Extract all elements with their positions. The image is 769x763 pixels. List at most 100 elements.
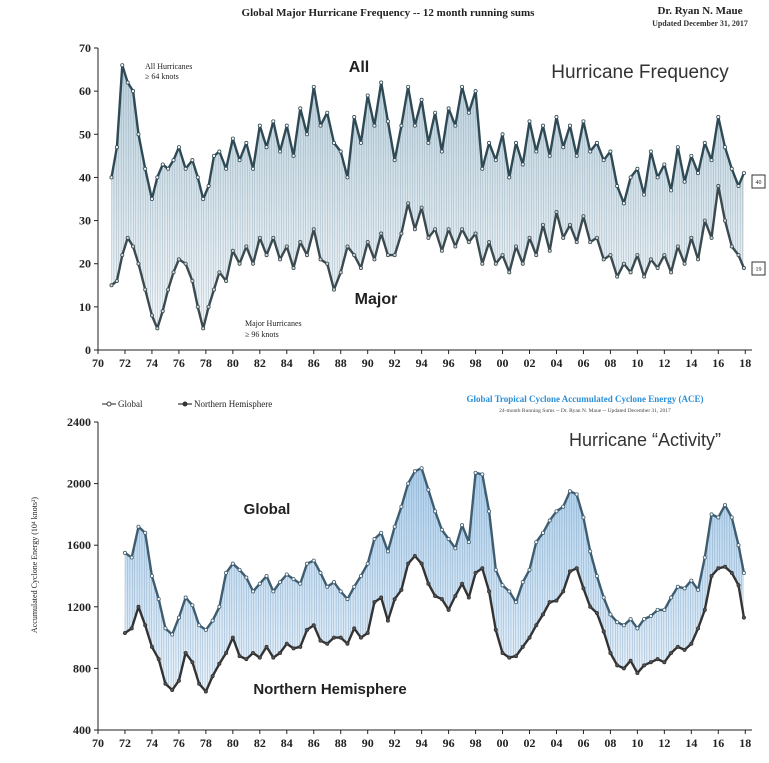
data-point (736, 543, 741, 548)
x-tick-label: 86 (308, 356, 320, 370)
data-point (166, 287, 171, 292)
data-point (594, 235, 599, 240)
data-point (709, 574, 714, 579)
x-tick-label: 92 (389, 356, 401, 370)
data-point (729, 515, 734, 520)
data-point (291, 153, 296, 158)
data-point (689, 153, 694, 158)
legend-global-marker (106, 401, 112, 407)
data-point (729, 244, 734, 249)
data-point (271, 655, 276, 660)
data-point (567, 569, 572, 574)
data-point (588, 240, 593, 245)
x-tick-label: 84 (281, 356, 293, 370)
x-tick-label: 78 (200, 356, 212, 370)
data-point (615, 184, 620, 189)
data-point (318, 638, 323, 643)
data-point (534, 623, 539, 628)
data-point (120, 63, 125, 68)
data-point (237, 261, 242, 266)
data-point (183, 595, 188, 600)
data-point (190, 660, 195, 665)
data-point (554, 209, 559, 214)
data-point (588, 604, 593, 609)
data-point (446, 607, 451, 612)
legend-global-label: Global (118, 399, 143, 409)
x-tick-label: 98 (470, 736, 482, 750)
data-point (426, 487, 431, 492)
data-point (385, 253, 390, 258)
x-tick-label: 82 (254, 736, 266, 750)
data-point (574, 492, 579, 497)
data-point (406, 561, 411, 566)
y-tick-label: 400 (73, 723, 91, 737)
data-point (669, 651, 674, 656)
chart2-series (122, 466, 746, 694)
data-point (379, 80, 384, 85)
data-point (655, 175, 660, 180)
data-point (493, 567, 498, 572)
data-point (131, 244, 136, 249)
data-point (567, 123, 572, 128)
x-tick-label: 74 (146, 356, 158, 370)
data-point (284, 244, 289, 249)
y-tick-label: 40 (79, 170, 91, 184)
data-point (372, 257, 377, 262)
data-point (709, 158, 714, 163)
data-point (155, 175, 160, 180)
x-tick-label: 02 (524, 736, 536, 750)
x-tick-label: 00 (497, 356, 509, 370)
data-point (689, 578, 694, 583)
data-point (122, 550, 127, 555)
data-point (642, 663, 647, 668)
data-point (675, 145, 680, 150)
data-point (257, 581, 262, 586)
chart1-series (109, 63, 746, 331)
data-point (601, 629, 606, 634)
data-point (206, 184, 211, 189)
data-point (298, 644, 303, 649)
data-point (278, 651, 283, 656)
data-point (197, 681, 202, 686)
data-point (155, 326, 160, 331)
chart2-y-axis-label: Accumulated Cyclone Energy (10⁴ knots²) (30, 497, 39, 633)
x-tick-label: 84 (281, 736, 293, 750)
data-point (696, 587, 701, 592)
data-point (615, 663, 620, 668)
x-tick-label: 76 (173, 736, 185, 750)
data-point (534, 540, 539, 545)
data-point (561, 589, 566, 594)
data-point (446, 227, 451, 232)
data-point (338, 589, 343, 594)
x-tick-label: 94 (416, 736, 428, 750)
series-label-global: Global (244, 501, 291, 518)
data-point (540, 612, 545, 617)
data-point (588, 549, 593, 554)
data-point (136, 524, 141, 529)
y-tick-label: 2400 (67, 415, 91, 429)
x-tick-label: 88 (335, 736, 347, 750)
data-point (419, 466, 424, 471)
chart2-title: Global Tropical Cyclone Accumulated Cycl… (467, 394, 704, 404)
band-fill-area (111, 65, 744, 329)
data-point (662, 162, 667, 167)
data-point (183, 261, 188, 266)
data-point (581, 214, 586, 219)
data-point (642, 192, 647, 197)
data-point (136, 132, 141, 137)
data-point (480, 261, 485, 266)
data-point (540, 530, 545, 535)
data-point (514, 140, 519, 145)
data-point (271, 119, 276, 124)
data-point (311, 623, 316, 628)
chart2-overlay-title: Hurricane “Activity” (569, 430, 721, 450)
data-point (345, 641, 350, 646)
data-point (662, 607, 667, 612)
data-point (338, 149, 343, 154)
x-tick-label: 72 (119, 356, 131, 370)
data-point (237, 654, 242, 659)
data-point (372, 123, 377, 128)
data-point (136, 261, 141, 266)
data-point (257, 235, 262, 240)
data-point (372, 600, 377, 605)
